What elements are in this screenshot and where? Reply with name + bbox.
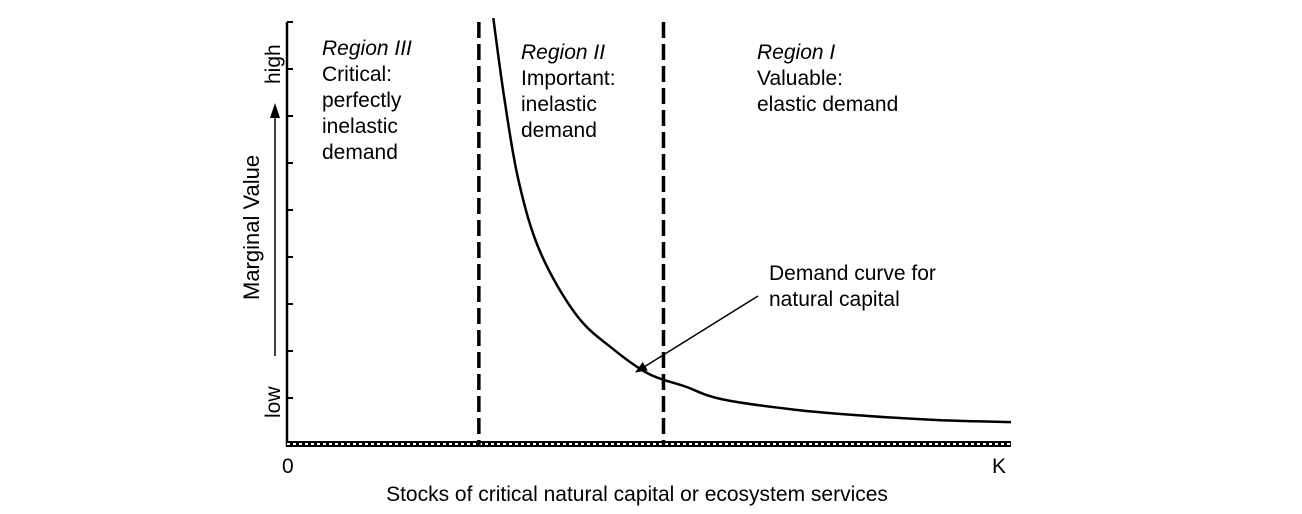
region-iii-line-2: perfectly <box>322 89 402 112</box>
y-tick-low: low <box>262 386 285 418</box>
region-iii-line-3: inelastic <box>322 115 398 138</box>
region-ii-line-3: demand <box>521 119 597 142</box>
y-axis-label: Marginal Value <box>239 155 264 300</box>
annotation-line-2: natural capital <box>769 288 900 311</box>
x-axis-label: Stocks of critical natural capital or ec… <box>386 483 888 506</box>
demand-curve <box>492 17 1012 424</box>
annotation-arrow <box>635 295 759 373</box>
x-tick-zero: 0 <box>282 455 294 478</box>
region-i-title: Region I <box>757 41 835 64</box>
y-axis-arrowhead <box>270 103 280 118</box>
annotation-line-1: Demand curve for <box>769 262 936 285</box>
region-iii-line-4: demand <box>322 141 398 164</box>
region-iii-line-1: Critical: <box>322 63 392 86</box>
region-ii-title: Region II <box>521 41 605 64</box>
region-ii-line-1: Important: <box>521 67 616 90</box>
y-axis-ticks <box>287 21 293 399</box>
region-i-line-1: Valuable: <box>757 67 843 90</box>
region-i-line-2: elastic demand <box>757 93 898 116</box>
x-tick-k: K <box>992 455 1006 478</box>
region-iii-title: Region III <box>322 37 412 60</box>
y-tick-high: high <box>262 44 285 84</box>
region-ii-line-2: inelastic <box>521 93 597 116</box>
